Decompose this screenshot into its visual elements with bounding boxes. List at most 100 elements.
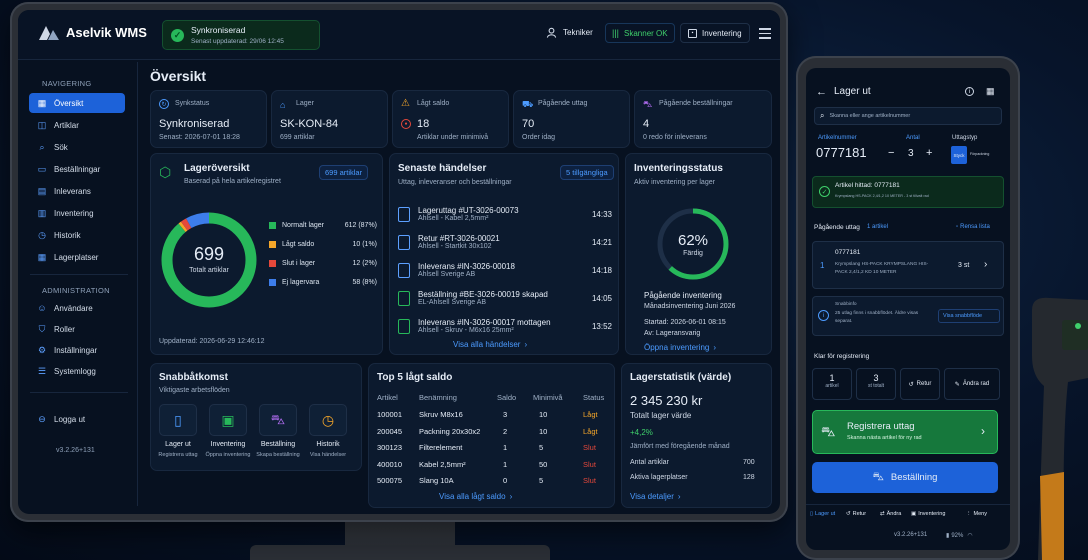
- event-row[interactable]: Inleverans #IN-3026-00018 Ahlsell Sverige…: [398, 257, 612, 283]
- quick-label: Lager ut: [165, 441, 191, 448]
- tab-withdraw[interactable]: ▯ Lager ut: [810, 511, 835, 517]
- stat-value: 18: [417, 118, 430, 130]
- sidebar-item-users[interactable]: ☺ Användare: [29, 298, 125, 318]
- nav-header: NAVIGERING: [42, 79, 92, 88]
- quick-item-order[interactable]: ⛍: [259, 404, 297, 436]
- back-arrow-icon[interactable]: ←: [816, 86, 827, 98]
- found-title: Artikel hittad: 0777181: [835, 182, 900, 189]
- quantity-value[interactable]: 3: [908, 148, 914, 159]
- return-button[interactable]: ↺ Retur: [900, 368, 940, 400]
- event-row[interactable]: Inleverans #IN-3026-00017 mottagen Ahlsel…: [398, 313, 612, 339]
- table-row[interactable]: 100001 Skruv M8x16 3 10 Lågt: [377, 410, 609, 422]
- sidebar-item-roles[interactable]: ⛉ Roller: [29, 319, 125, 339]
- quick-item-inventory[interactable]: ▣: [209, 404, 247, 436]
- sidebar-item-inventory[interactable]: ▥ Inventering: [29, 203, 125, 223]
- stock-overview-card: ⬡ Lageröversikt Baserad på hela artikelr…: [150, 153, 383, 355]
- search-icon: ⌕: [39, 141, 45, 152]
- stat-label: Synkstatus: [175, 100, 210, 107]
- stat-card-sync[interactable]: ↻ Synkstatus Synkroniserad Senast: 2026-…: [150, 90, 267, 148]
- stat-card-orders[interactable]: ⛍ Pågående beställningar 4 0 redo för in…: [634, 90, 772, 148]
- legend-value: 612 (87%): [344, 222, 377, 229]
- stat-card-withdrawals[interactable]: ⛟ Pågående uttag 70 Order idag: [513, 90, 630, 148]
- articles-badge[interactable]: 699 artiklar: [319, 165, 369, 180]
- tab-return[interactable]: ↺ Retur: [846, 511, 866, 517]
- progress-percent: 62%: [677, 232, 709, 249]
- clear-list-button[interactable]: ▫ Rensa lista: [956, 224, 990, 230]
- quick-label: Beställning: [260, 441, 296, 448]
- chevron-right-icon: ›: [524, 340, 528, 349]
- table-cell: 3: [503, 410, 508, 419]
- tab-inventory[interactable]: ▣ Inventering: [911, 511, 945, 517]
- tab-menu[interactable]: ⋮ Meny: [966, 511, 987, 517]
- info-icon[interactable]: i: [965, 87, 974, 96]
- logout-button[interactable]: ⊖ Logga ut: [29, 409, 125, 429]
- tablet-version: v3.2.26+131: [894, 532, 928, 538]
- logo[interactable]: Aselvik WMS: [38, 23, 147, 41]
- all-low-stock-link[interactable]: Visa alla lågt saldo ›: [439, 492, 512, 501]
- scan-search-input[interactable]: ⌕ Skanna eller ange artikelnummer: [814, 107, 1002, 125]
- table-cell: Slut: [583, 476, 596, 485]
- inventory-label: Inventering: [702, 28, 742, 38]
- sidebar-item-articles[interactable]: ◫ Artiklar: [29, 115, 125, 135]
- link-label: Visa alla händelser: [453, 340, 521, 349]
- stat-card-warehouse[interactable]: ⌂ Lager SK-KON-84 699 artiklar: [271, 90, 388, 148]
- quick-item-history[interactable]: ◷: [309, 404, 347, 436]
- sidebar-item-search[interactable]: ⌕ Sök: [29, 137, 125, 157]
- events-badge[interactable]: 5 tillgängliga: [560, 165, 614, 180]
- article-number-value[interactable]: 0777181: [816, 145, 867, 160]
- sidebar-item-settings[interactable]: ⚙ Inställningar: [29, 340, 125, 360]
- table-row[interactable]: 200045 Packning 20x30x2 2 10 Lågt: [377, 427, 609, 439]
- user-menu[interactable]: Tekniker: [546, 27, 593, 38]
- logo-icon: [39, 26, 59, 40]
- order-button[interactable]: ⛍ Beställning: [812, 462, 998, 493]
- table-row[interactable]: 300123 Filterelement 1 5 Slut: [377, 443, 609, 455]
- sidebar-item-orders[interactable]: ▭ Beställningar: [29, 159, 125, 179]
- sidebar-item-label: Översikt: [54, 98, 84, 108]
- scanner-status[interactable]: ||| Skanner OK: [605, 23, 675, 43]
- legend-label: Lågt saldo: [282, 241, 315, 248]
- sync-status-box[interactable]: ✓ Synkroniserad Senast uppdaterad: 29/06…: [162, 20, 320, 50]
- all-events-link[interactable]: Visa alla händelser ›: [453, 340, 527, 349]
- table-row[interactable]: 500075 Slang 10A 0 5 Slut: [377, 476, 609, 488]
- history-icon: ◷: [38, 229, 46, 240]
- sidebar-item-receiving[interactable]: ▤ Inleverans: [29, 181, 125, 201]
- card-title: Inventeringsstatus: [634, 163, 723, 174]
- details-link[interactable]: Visa detaljer ›: [630, 492, 681, 501]
- menu-icon[interactable]: [759, 28, 771, 39]
- open-inventory-link[interactable]: Öppna inventering ›: [644, 343, 716, 352]
- type-piece-toggle[interactable]: Styck: [951, 146, 967, 164]
- sidebar-item-label: Användare: [54, 303, 93, 313]
- minus-icon[interactable]: −: [888, 147, 895, 159]
- return-label: Retur: [916, 381, 932, 387]
- barcode-scanner: [1032, 297, 1088, 560]
- stat-value: Synkroniserad: [159, 118, 230, 130]
- view-quickflow-button[interactable]: Visa snabbflöde: [938, 309, 1000, 323]
- document-icon: ▯: [810, 511, 814, 517]
- sidebar-item-overview[interactable]: ▦ Översikt: [29, 93, 125, 113]
- calendar-icon[interactable]: ▦: [986, 86, 995, 96]
- table-cell: Lågt: [583, 410, 598, 419]
- sync-title: Synkroniserad: [191, 25, 246, 35]
- event-row[interactable]: Lageruttag #UT-3026-00073 Ahlsell - Kabel…: [398, 201, 612, 227]
- battery-icon: ▮: [946, 533, 950, 539]
- inventory-button[interactable]: ▪ Inventering: [680, 23, 750, 43]
- sidebar-item-history[interactable]: ◷ Historik: [29, 225, 125, 245]
- type-package-toggle[interactable]: Förpackning: [970, 152, 990, 156]
- stat-card-low-stock[interactable]: ⚠ Lågt saldo ● 18 Artiklar under minimiv…: [392, 90, 509, 148]
- quick-item-withdraw[interactable]: ▯: [159, 404, 197, 436]
- card-subtitle: Viktigaste arbetsflöden: [159, 387, 230, 394]
- shield-icon: ⛉: [38, 323, 46, 334]
- sidebar-item-locations[interactable]: ▦ Lagerplatser: [29, 247, 125, 267]
- edit-row-button[interactable]: ✎ Ändra rad: [944, 368, 1000, 400]
- logout-icon: ⊖: [38, 413, 46, 424]
- stat-label: Pågående beställningar: [659, 100, 733, 107]
- plus-icon[interactable]: +: [926, 147, 933, 159]
- pending-item-row[interactable]: 1 0777181 Krympslang HS-PACK KRYMPSLANG …: [812, 241, 1004, 289]
- tab-edit[interactable]: ⇄ Ändra: [880, 511, 901, 517]
- event-row[interactable]: Beställning #BE-3026-00019 skapad EL-Ahls…: [398, 285, 612, 311]
- sidebar-item-syslog[interactable]: ☰ Systemlogg: [29, 361, 125, 381]
- event-row[interactable]: Retur #RT-3026-00021 Ahlsell - Startkit 3…: [398, 229, 612, 255]
- truck-icon: ⛟: [522, 99, 534, 109]
- table-row[interactable]: 400010 Kabel 2,5mm² 1 50 Slut: [377, 460, 609, 472]
- register-withdrawal-button[interactable]: ⛍ Registrera uttag Skanna nästa artikel …: [812, 410, 998, 454]
